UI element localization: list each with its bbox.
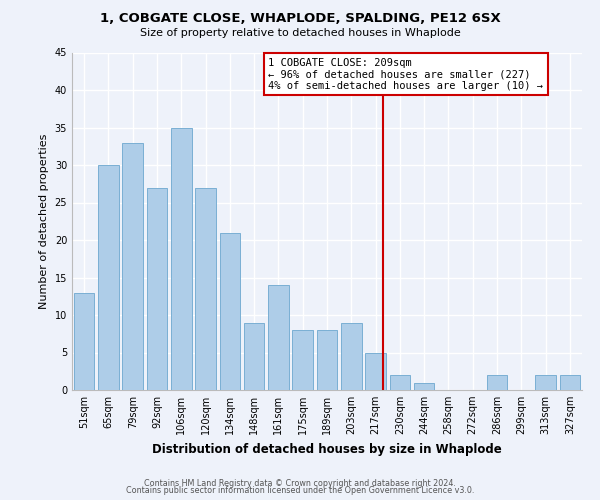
Text: Contains public sector information licensed under the Open Government Licence v3: Contains public sector information licen… xyxy=(126,486,474,495)
Text: 1, COBGATE CLOSE, WHAPLODE, SPALDING, PE12 6SX: 1, COBGATE CLOSE, WHAPLODE, SPALDING, PE… xyxy=(100,12,500,26)
Bar xyxy=(414,382,434,390)
Bar xyxy=(560,375,580,390)
Bar xyxy=(171,128,191,390)
Bar xyxy=(292,330,313,390)
Bar xyxy=(98,165,119,390)
Bar xyxy=(146,188,167,390)
Bar xyxy=(220,232,240,390)
Bar xyxy=(389,375,410,390)
Bar xyxy=(487,375,508,390)
X-axis label: Distribution of detached houses by size in Whaplode: Distribution of detached houses by size … xyxy=(152,442,502,456)
Text: 1 COBGATE CLOSE: 209sqm
← 96% of detached houses are smaller (227)
4% of semi-de: 1 COBGATE CLOSE: 209sqm ← 96% of detache… xyxy=(268,58,544,91)
Bar xyxy=(341,322,362,390)
Bar xyxy=(195,188,216,390)
Bar xyxy=(365,352,386,390)
Bar xyxy=(317,330,337,390)
Bar xyxy=(74,292,94,390)
Bar xyxy=(268,285,289,390)
Text: Contains HM Land Registry data © Crown copyright and database right 2024.: Contains HM Land Registry data © Crown c… xyxy=(144,478,456,488)
Bar xyxy=(122,142,143,390)
Bar xyxy=(244,322,265,390)
Text: Size of property relative to detached houses in Whaplode: Size of property relative to detached ho… xyxy=(140,28,460,38)
Y-axis label: Number of detached properties: Number of detached properties xyxy=(39,134,49,309)
Bar xyxy=(535,375,556,390)
